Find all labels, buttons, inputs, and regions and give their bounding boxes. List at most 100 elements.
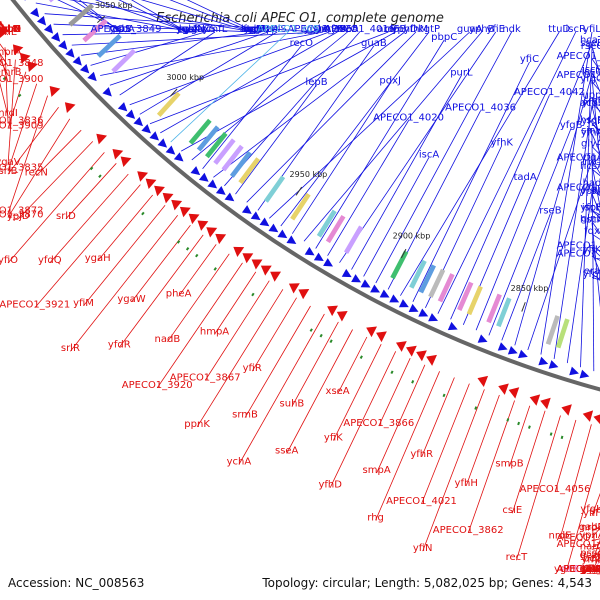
leader-line bbox=[280, 31, 430, 227]
leader-line bbox=[554, 419, 577, 493]
reverse-gene-arrow bbox=[582, 410, 594, 422]
leader-line bbox=[363, 157, 430, 277]
reverse-gene-arrow bbox=[96, 133, 108, 145]
gene-block bbox=[188, 118, 212, 145]
gc-dash bbox=[213, 267, 217, 271]
gc-dash bbox=[309, 328, 313, 332]
kbp-tick-label: 2900 kbp bbox=[393, 232, 431, 241]
gene-label-srlb: srlB bbox=[0, 166, 18, 177]
reverse-gene-arrow bbox=[327, 305, 338, 317]
leader-line bbox=[202, 45, 302, 169]
reverse-gene-arrow bbox=[376, 331, 387, 343]
gene-label-tala: talA bbox=[582, 564, 600, 575]
gene-label-srlr: srlR bbox=[61, 343, 80, 354]
gene-label-apeco1-4037: APECO1_4037 bbox=[557, 240, 600, 251]
leader-line bbox=[81, 31, 262, 56]
gene-label-ygaa: ygaA bbox=[304, 24, 329, 35]
gene-label-apeco1-3865: APECO1_3865 bbox=[288, 24, 359, 35]
gene-label-apeco1-3909: APECO1_3909 bbox=[0, 121, 43, 132]
gene-label-yfgo: yfgO bbox=[580, 74, 600, 85]
leader-line bbox=[339, 31, 497, 263]
forward-gene-arrow bbox=[304, 246, 315, 256]
gene-label-nadb: nadB bbox=[155, 334, 181, 345]
gene-label-xsea: xseA bbox=[326, 386, 350, 397]
forward-gene-arrow bbox=[477, 334, 488, 343]
gene-label-ygbn: ygbN bbox=[0, 24, 21, 35]
gene-label-apeco1-3867: APECO1_3867 bbox=[170, 372, 241, 383]
leader-line bbox=[488, 127, 572, 336]
gene-label-ypjd: ypjD bbox=[7, 211, 30, 222]
reverse-gene-arrow bbox=[120, 156, 132, 168]
gene-label-ppnk: ppnK bbox=[184, 419, 210, 430]
leader-line bbox=[90, 31, 206, 66]
leader-line bbox=[34, 184, 141, 308]
leader-line bbox=[303, 31, 483, 242]
leader-line bbox=[62, 31, 198, 36]
reverse-gene-arrow bbox=[508, 387, 520, 399]
gene-label-ygav: ygaV bbox=[0, 157, 21, 168]
leader-line bbox=[7, 95, 48, 214]
leader-line bbox=[140, 0, 253, 33]
gene-label-yfdr: yfdR bbox=[108, 339, 131, 350]
kbp-tick bbox=[400, 248, 407, 259]
reverse-gene-arrow bbox=[288, 283, 300, 294]
gene-label-apeco1-r05: APECO1_r05 bbox=[257, 24, 319, 35]
leader-line bbox=[7, 59, 16, 166]
leader-line bbox=[131, 224, 191, 303]
gene-label-ygab: ygaB bbox=[244, 24, 269, 35]
gene-label-yphb: yphB bbox=[469, 24, 495, 35]
forward-gene-arrow bbox=[418, 308, 429, 317]
gene-label-apeco1-4056: APECO1_4056 bbox=[520, 484, 591, 495]
gene-label-yfgf: yfgF bbox=[581, 116, 600, 127]
gene-label-rseb: rseB bbox=[539, 206, 561, 217]
leader-line bbox=[7, 83, 38, 171]
gene-label-srld: srlD bbox=[56, 211, 76, 222]
gene-label-apeco1-3910: APECO1_3910 bbox=[557, 564, 600, 575]
kbp-tick bbox=[169, 88, 178, 97]
gene-label-apeco1-4051: APECO1_4051 bbox=[557, 182, 600, 193]
gene-label-fdx: fdx bbox=[584, 226, 600, 237]
leader-line bbox=[100, 31, 324, 76]
gene-block bbox=[344, 225, 364, 254]
reverse-gene-arrow bbox=[20, 52, 31, 64]
leader-line bbox=[167, 253, 230, 343]
forward-gene-arrow bbox=[149, 131, 160, 141]
leader-line bbox=[191, 31, 348, 161]
reverse-gene-arrow bbox=[12, 44, 24, 56]
gene-label-ygae: ygaE bbox=[580, 564, 600, 575]
leader-line bbox=[375, 371, 440, 521]
gene-label-mpra: mprA bbox=[0, 47, 22, 58]
leader-line bbox=[559, 424, 592, 539]
kbp-tick-label: 3050 kbp bbox=[95, 1, 133, 10]
gene-label-srle: srlE bbox=[0, 27, 17, 38]
leader-line bbox=[118, 0, 187, 33]
gene-label-yfhl: yfhL bbox=[581, 554, 600, 565]
leader-line bbox=[186, 0, 256, 33]
leader-line bbox=[7, 106, 59, 175]
reverse-gene-arrow bbox=[540, 397, 551, 410]
leader-line bbox=[329, 351, 397, 488]
leader-line bbox=[540, 31, 593, 355]
gene-block bbox=[428, 268, 446, 298]
gene-label-ttud: ttuD bbox=[548, 24, 570, 35]
leader-line bbox=[315, 39, 445, 249]
reverse-gene-arrow bbox=[242, 253, 254, 264]
gene-label-yfgb: yfgB bbox=[560, 120, 583, 131]
forward-gene-arrow bbox=[323, 258, 333, 267]
gene-label-apeco1-4041: APECO1_4041 bbox=[557, 248, 600, 259]
gene-label-ygbi: ygbI bbox=[176, 24, 198, 35]
gc-dash bbox=[517, 421, 521, 426]
gene-label-yfir: yfiR bbox=[243, 363, 262, 374]
gene-block bbox=[457, 281, 474, 311]
forward-gene-arrow bbox=[133, 116, 144, 127]
gene-label-yfga: yfgA bbox=[581, 152, 600, 163]
gc-dash bbox=[319, 333, 323, 338]
forward-gene-arrow bbox=[447, 321, 458, 331]
gc-dash bbox=[176, 240, 181, 244]
gene-label-apeco1-3911: APECO1_3911 bbox=[557, 539, 600, 550]
gene-label-apeco1-4020: APECO1_4020 bbox=[373, 113, 444, 124]
leader-line bbox=[251, 297, 297, 372]
leader-line bbox=[580, 48, 593, 368]
gene-label-yfip: yfiP bbox=[583, 564, 600, 575]
